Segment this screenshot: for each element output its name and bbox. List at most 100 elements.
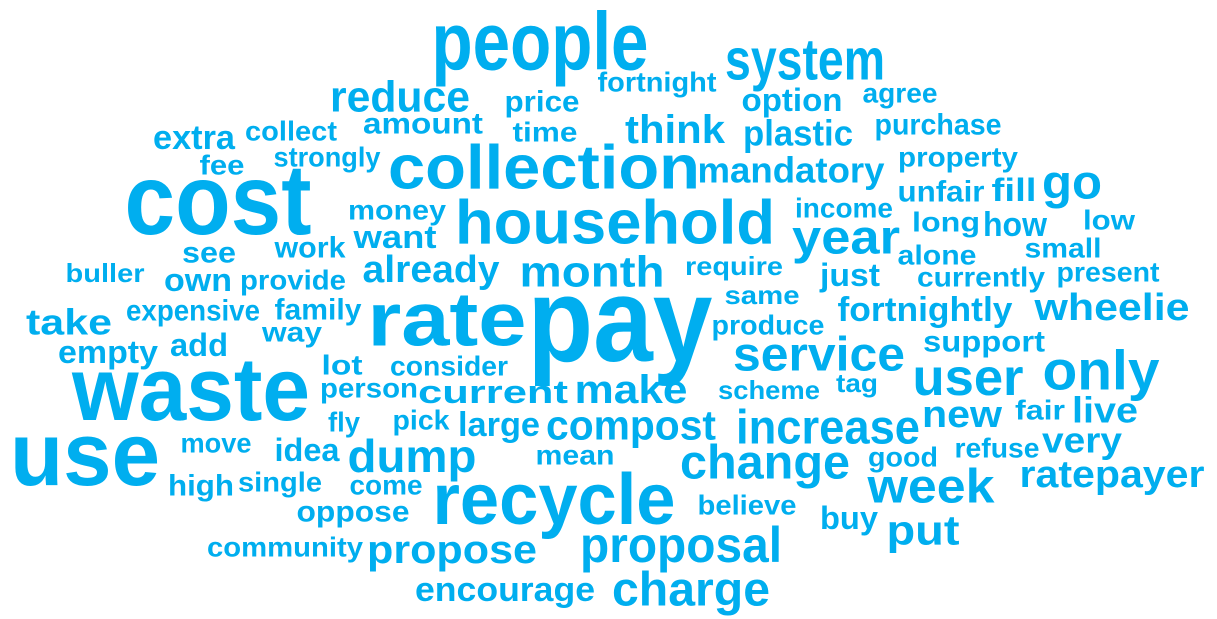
word: ratepayer (1020, 454, 1205, 496)
word: week (866, 461, 994, 514)
word: way (261, 317, 323, 348)
word: mean (536, 440, 615, 471)
word: just (819, 257, 880, 293)
word: good (868, 442, 938, 473)
word: recycle (433, 460, 676, 540)
word: unfair (898, 176, 985, 209)
word: make (575, 368, 688, 412)
word: buy (820, 500, 878, 536)
word: fortnightly (838, 291, 1013, 329)
word: how (983, 206, 1048, 244)
word: require (685, 251, 783, 281)
word: move (181, 428, 252, 459)
word: same (725, 280, 800, 310)
word: long (912, 207, 980, 238)
word: high (168, 470, 234, 503)
word: low (1083, 205, 1135, 236)
word: lot (322, 350, 363, 381)
word: pick (393, 405, 450, 436)
word: tag (836, 368, 878, 398)
word: small (1025, 233, 1102, 264)
word: present (1057, 257, 1160, 288)
word: money (348, 195, 446, 226)
word: service (733, 329, 905, 382)
word: believe (698, 490, 797, 521)
word: already (363, 249, 500, 291)
word: income (795, 193, 893, 224)
word: option (742, 82, 843, 118)
word: dump (348, 430, 477, 482)
word: own (164, 262, 232, 298)
word: compost (546, 402, 716, 449)
word: buller (66, 258, 145, 288)
word: use (10, 405, 160, 505)
word: large (458, 406, 540, 444)
word: rate (368, 278, 527, 363)
word: agree (863, 78, 938, 109)
word: expensive (126, 295, 260, 328)
word: increase (736, 402, 920, 455)
word: oppose (297, 496, 410, 529)
word: user (913, 349, 1024, 407)
word: provide (240, 265, 346, 296)
word: currently (917, 262, 1045, 293)
word: work (273, 232, 345, 265)
word: extra (153, 119, 236, 157)
word: empty (58, 334, 158, 370)
word: produce (712, 310, 825, 341)
word: price (505, 86, 580, 119)
word: only (1043, 339, 1160, 402)
word: fill (992, 172, 1037, 208)
word: person (320, 373, 418, 404)
word: strongly (274, 142, 381, 173)
word: fly (328, 407, 360, 438)
word: idea (275, 432, 340, 468)
word: very (1042, 420, 1122, 461)
word: refuse (955, 433, 1040, 464)
word: come (350, 470, 423, 501)
word: mandatory (698, 150, 885, 191)
word: system (725, 28, 885, 93)
word: put (887, 507, 960, 554)
word: month (520, 248, 665, 297)
word: proposal (580, 517, 782, 573)
word: scheme (718, 375, 820, 405)
word: purchase (875, 109, 1002, 142)
word: fair (1015, 395, 1065, 426)
word: change (680, 437, 850, 490)
word: family (275, 294, 362, 327)
word: cost (125, 144, 312, 256)
word: time (513, 117, 578, 148)
word: new (922, 394, 1002, 436)
word: encourage (415, 571, 595, 609)
word: want (352, 219, 437, 255)
word: plastic (743, 113, 853, 154)
word: live (1072, 390, 1138, 431)
word: amount (363, 108, 483, 141)
word: add (170, 327, 228, 363)
word: think (625, 108, 726, 152)
word: take (26, 302, 112, 343)
word: go (1042, 157, 1102, 210)
word: support (923, 326, 1045, 359)
word: household (455, 189, 775, 258)
word: year (792, 212, 900, 265)
word: community (207, 532, 363, 563)
word: charge (612, 564, 770, 617)
word: people (432, 0, 649, 88)
word: collect (245, 116, 337, 147)
word: pay (528, 253, 713, 387)
word: reduce (330, 73, 470, 122)
word: see (182, 237, 236, 270)
word: collection (388, 134, 700, 203)
word: fee (200, 150, 245, 181)
word: fortnight (598, 67, 717, 98)
word: property (898, 142, 1018, 173)
word: alone (898, 240, 977, 271)
word: consider (390, 351, 508, 382)
word: wheelie (1033, 287, 1189, 329)
word: single (238, 467, 322, 498)
word: waste (71, 340, 310, 440)
word: current (418, 374, 568, 410)
